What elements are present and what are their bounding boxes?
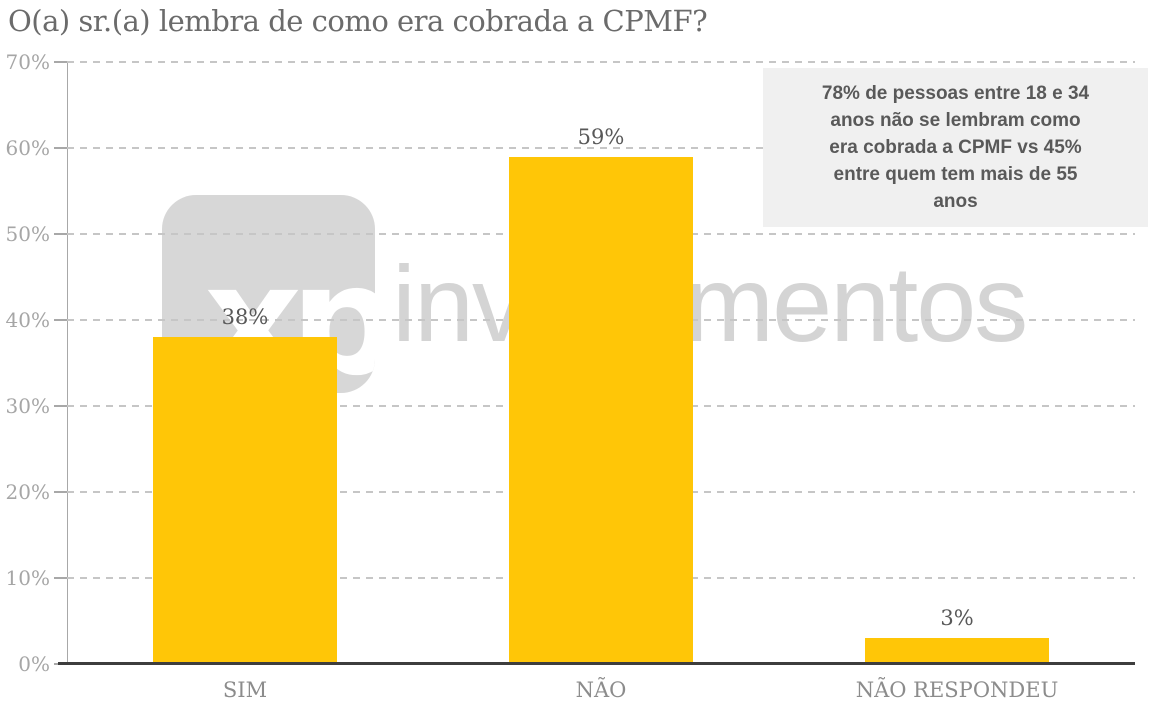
investimentos-watermark-text: investimentos [392, 243, 1028, 364]
gridline-70 [67, 61, 1135, 63]
y-axis-tick-label-20: 20% [5, 480, 50, 504]
x-axis-category-label: SIM [222, 678, 268, 702]
plot-area: xp investimentos 70% 60% 50% 40% 30% 20% 10% 0%… [6, 50, 1135, 702]
y-axis-tick-label-60: 60% [5, 136, 50, 160]
y-axis-line [67, 62, 68, 664]
y-axis-tick-50 [54, 232, 67, 235]
gridline-60 [67, 146, 1135, 149]
y-axis-tick-label-40: 40% [5, 308, 50, 332]
annotation-box: 78% de pessoas entre 18 e 34 anos não se… [763, 68, 1148, 227]
x-axis-line [58, 662, 1135, 665]
bar-value-label: 38% [221, 305, 269, 330]
bar-não-respondeu [865, 638, 1049, 664]
bar-value-label: 3% [940, 606, 974, 631]
x-axis-category-label: NÃO RESPONDEU [855, 678, 1059, 702]
bar-sim [153, 337, 337, 664]
y-axis-tick-label-70: 70% [5, 50, 50, 74]
y-axis-tick-20 [54, 491, 67, 493]
bar-não [509, 156, 693, 664]
y-axis-tick-label-50: 50% [5, 222, 50, 246]
y-axis-tick-10 [54, 577, 67, 579]
y-axis-tick-30 [54, 404, 67, 407]
y-axis-tick-70 [54, 61, 67, 63]
chart-title: O(a) sr.(a) lembra de como era cobrada a… [8, 4, 708, 38]
y-axis-tick-40 [54, 319, 67, 321]
y-axis-tick-label-10: 10% [5, 566, 50, 590]
x-axis-category-label: NÃO [575, 678, 627, 702]
y-axis-tick-label-30: 30% [5, 394, 50, 418]
bar-value-label: 59% [577, 124, 625, 149]
y-axis-tick-label-0: 0% [18, 652, 50, 676]
annotation-text: 78% de pessoas entre 18 e 34 anos não se… [821, 83, 1090, 212]
y-axis-tick-60 [54, 146, 67, 149]
